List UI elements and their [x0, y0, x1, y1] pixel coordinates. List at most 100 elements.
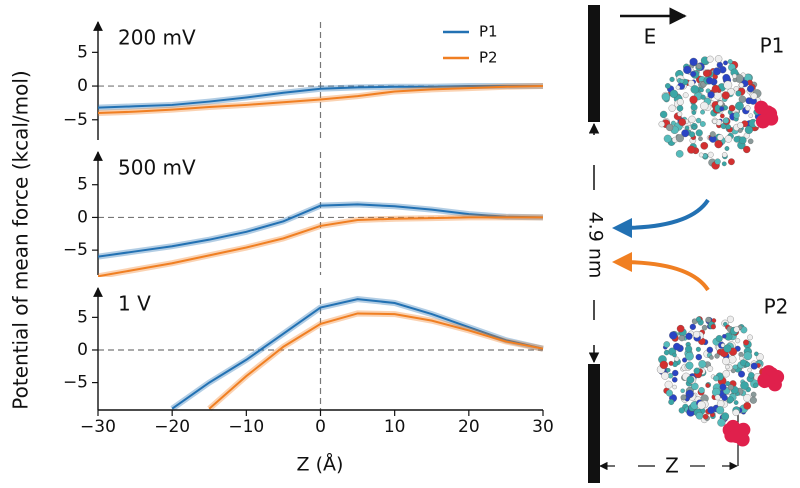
protein-atom	[713, 375, 720, 382]
protein-atom	[695, 346, 701, 352]
protein-atom	[663, 349, 670, 356]
protein-atom	[733, 86, 739, 92]
protein-atom	[719, 106, 725, 112]
protein-atom	[728, 158, 735, 166]
protein-atom	[710, 324, 716, 330]
protein-atom	[668, 104, 676, 112]
protein-atom	[735, 90, 742, 97]
protein-atom	[688, 80, 695, 87]
protein-atom	[743, 402, 752, 410]
protein-atom	[723, 60, 728, 66]
protein-residue	[735, 432, 750, 447]
protein-atom	[689, 95, 698, 104]
protein-atom	[678, 335, 685, 342]
protein-atom	[682, 357, 688, 363]
electrode	[588, 364, 600, 483]
protein-atom	[743, 339, 750, 346]
protein-atom	[743, 145, 751, 154]
protein-atom	[689, 57, 698, 66]
protein-atom	[706, 346, 714, 354]
y-tick-label: 0	[77, 340, 88, 360]
series-line	[208, 312, 544, 410]
protein-atom	[737, 128, 743, 133]
protein-atom	[700, 101, 709, 111]
protein-atom	[724, 146, 730, 151]
protein-atom	[658, 121, 665, 128]
protein-atom	[681, 129, 690, 138]
protein-atom	[695, 63, 702, 69]
protein-atom	[690, 85, 700, 94]
protein-atom	[682, 92, 689, 99]
protein-residue	[757, 374, 772, 389]
protein-atom	[711, 84, 720, 93]
protein-atom	[721, 161, 727, 167]
y-tick-label: 5	[77, 307, 88, 327]
protein-atom	[698, 387, 705, 394]
protein-atom	[689, 323, 696, 330]
protein-atom	[685, 361, 694, 370]
protein-atom	[738, 136, 747, 145]
protein-atom	[676, 324, 685, 333]
y-tick-label: 5	[77, 42, 88, 62]
protein-atom	[719, 383, 727, 391]
panel-title: 200 mV	[118, 26, 196, 50]
protein-atom	[672, 369, 679, 377]
protein-atom	[722, 357, 730, 366]
protein-atom	[707, 151, 714, 158]
protein-atom	[715, 335, 723, 342]
protein-atom	[733, 400, 739, 405]
protein-atom	[740, 326, 748, 334]
protein-atom	[695, 353, 703, 361]
protein-atom	[740, 381, 749, 390]
protein-atom	[733, 326, 740, 333]
y-tick-label: −5	[63, 110, 88, 130]
protein-atom	[714, 353, 720, 359]
protein-atom	[747, 334, 753, 341]
panel-title: 500 mV	[118, 156, 196, 180]
protein-atom	[668, 399, 675, 406]
protein-atom	[698, 136, 703, 142]
plot-area	[98, 201, 544, 277]
protein-atom	[688, 115, 696, 123]
plot-area	[170, 296, 544, 412]
protein-atom	[672, 384, 677, 390]
protein-atom	[754, 351, 759, 357]
protein-atom	[684, 125, 690, 131]
protein-atom	[730, 368, 736, 374]
protein-atom	[720, 343, 726, 348]
protein-atom	[735, 101, 744, 111]
protein-atom	[706, 55, 714, 63]
protein-atom	[744, 105, 751, 111]
protein-atom	[722, 117, 730, 124]
protein-atom	[705, 383, 711, 388]
protein-atom	[705, 316, 712, 323]
protein-atom	[747, 367, 752, 373]
protein-atom	[722, 73, 731, 82]
protein-atom	[728, 104, 736, 112]
protein-atom	[703, 69, 711, 78]
protein-atom	[677, 111, 683, 117]
protein-atom	[664, 83, 671, 89]
protein-atom	[676, 98, 684, 106]
x-tick-label: 30	[532, 417, 554, 437]
protein-atom	[727, 59, 733, 65]
protein-atom	[689, 131, 696, 138]
field-label: E	[644, 25, 657, 49]
protein-atom	[725, 124, 731, 130]
protein-atom	[700, 109, 705, 115]
protein-atom	[691, 110, 697, 115]
protein-atom	[700, 141, 709, 150]
protein-atom	[680, 394, 687, 401]
protein-atom	[702, 413, 709, 420]
protein-atom	[691, 382, 699, 391]
protein-atom	[738, 82, 744, 88]
protein-atom	[721, 152, 728, 158]
protein-atom	[697, 400, 706, 410]
protein-atom	[679, 78, 685, 84]
protein-atom	[698, 360, 707, 368]
protein-label: P2	[764, 295, 789, 319]
protein-atom	[747, 138, 754, 145]
protein-atom	[750, 92, 758, 100]
protein-atom	[748, 372, 755, 379]
protein-atom	[744, 125, 753, 134]
